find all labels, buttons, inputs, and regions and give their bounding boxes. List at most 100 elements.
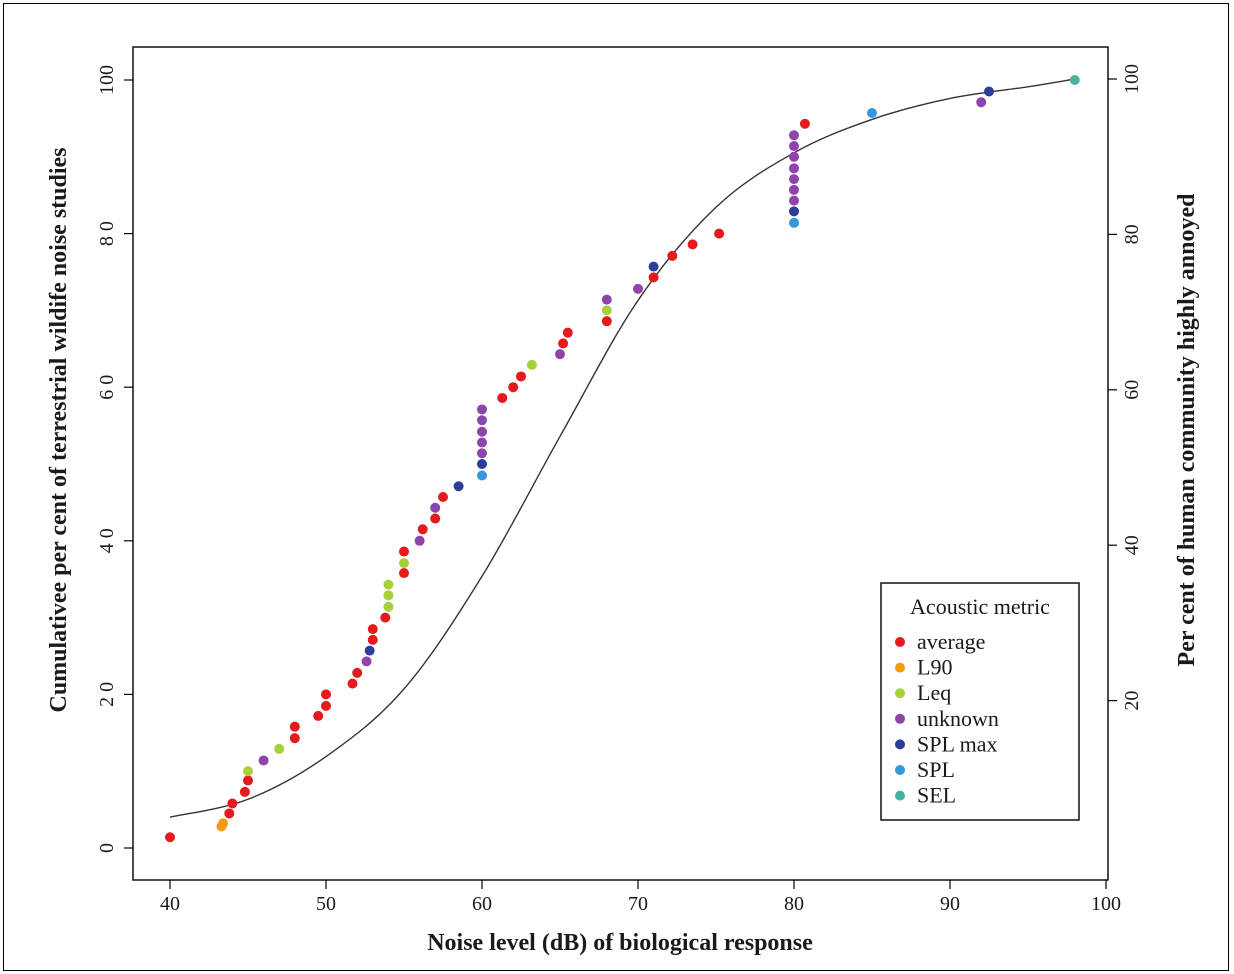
point-average: [399, 546, 409, 557]
point-unknown: [258, 755, 269, 766]
point-spl: [789, 217, 799, 228]
x-axis-title: Noise level (dB) of biological response: [427, 930, 813, 956]
point-unknown: [361, 656, 372, 667]
point-average: [601, 316, 612, 327]
x-tick-label: 80: [784, 893, 804, 915]
legend-box: [880, 582, 1080, 821]
legend-label-spl-max: SPL max: [917, 731, 997, 756]
y-tick-label-right: 20: [1121, 691, 1143, 711]
point-average: [289, 733, 300, 744]
legend: Acoustic metric averageL90LequnknownSPL …: [880, 582, 1080, 821]
point-average: [667, 250, 678, 261]
point-leq: [601, 305, 612, 316]
legend-swatch-average: [895, 637, 905, 647]
point-average: [321, 700, 331, 711]
legend-label-unknown: unknown: [917, 706, 999, 731]
legend-label-l90: L90: [917, 655, 952, 680]
point-unknown: [430, 502, 441, 513]
point-average: [497, 392, 508, 403]
point-average: [399, 568, 409, 579]
point-average: [227, 798, 238, 809]
point-unknown: [789, 163, 799, 174]
point-spl-max: [648, 261, 659, 272]
point-spl-max: [453, 481, 464, 492]
point-average: [165, 832, 175, 843]
point-unknown: [601, 294, 612, 305]
point-leq: [383, 601, 394, 612]
legend-swatch-leq: [895, 688, 905, 699]
point-leq: [243, 766, 253, 777]
point-spl: [867, 108, 877, 119]
point-unknown: [789, 130, 799, 141]
y-tick-label-right: 100: [1121, 64, 1143, 94]
point-leq: [274, 743, 285, 754]
point-unknown: [414, 535, 425, 546]
point-average: [243, 775, 253, 786]
point-average: [224, 808, 235, 819]
point-leq: [526, 359, 537, 370]
human-annoyance-curve: [169, 78, 1075, 818]
y-tick-label-right: 60: [1121, 380, 1143, 400]
y-axis-title-right: Per cent of human community highly annoy…: [1174, 193, 1200, 667]
y-tick-label-right: 40: [1121, 535, 1143, 555]
y-tick-label-left: 8 0: [96, 221, 118, 246]
point-l90: [218, 818, 229, 829]
x-tick-label: 60: [472, 893, 492, 915]
point-unknown: [789, 151, 799, 162]
point-average: [430, 513, 441, 524]
plot-border: [132, 46, 1109, 881]
y-tick-label-left: 4 0: [96, 528, 118, 553]
point-unknown: [477, 415, 487, 426]
point-unknown: [789, 141, 799, 152]
point-average: [367, 624, 378, 635]
legend-label-spl: SPL: [917, 757, 955, 782]
point-average: [321, 689, 331, 700]
point-average: [516, 371, 526, 382]
plot-area: 40 50 60 70 80 90 100 0 2 0 4 0 6 0 8 0 100 20 40 60 80 1…: [96, 46, 1143, 915]
legend-swatch-l90: [895, 662, 905, 673]
y-tick-label-left: 2 0: [96, 682, 118, 707]
point-unknown: [976, 97, 987, 108]
point-average: [714, 228, 725, 239]
point-unknown: [789, 195, 799, 206]
point-average: [562, 327, 573, 338]
point-average: [352, 667, 363, 678]
point-spl-max: [984, 86, 994, 97]
point-average: [417, 524, 428, 535]
point-average: [799, 118, 810, 129]
point-leq: [399, 558, 409, 569]
figure-frame: [3, 3, 1229, 971]
point-average: [239, 786, 250, 797]
point-average: [380, 612, 391, 623]
legend-label-average: average: [917, 629, 985, 654]
point-average: [648, 272, 659, 283]
point-unknown: [477, 448, 487, 459]
point-average: [508, 382, 519, 393]
point-average: [367, 634, 378, 645]
point-unknown: [633, 283, 643, 294]
x-tick-label: 100: [1091, 893, 1121, 915]
point-average: [438, 492, 448, 503]
point-unknown: [477, 404, 487, 415]
point-spl-max: [364, 645, 375, 656]
y-tick-label-left: 100: [96, 65, 118, 95]
point-average: [313, 710, 324, 721]
point-unknown: [789, 184, 799, 195]
x-tick-label: 40: [160, 893, 180, 915]
point-leq: [383, 579, 394, 590]
x-tick-label: 90: [940, 893, 960, 915]
x-tick-label: 70: [628, 893, 648, 915]
point-spl-max: [789, 206, 799, 217]
legend-swatch-unknown: [895, 713, 905, 724]
point-average: [558, 338, 569, 349]
y-axis-title-left: Cumulativee per cent of terrestrial wild…: [46, 147, 72, 712]
point-unknown: [789, 174, 799, 185]
y-tick-label-right: 80: [1121, 224, 1143, 244]
legend-swatch-spl-max: [895, 739, 905, 750]
legend-label-sel: SEL: [917, 783, 956, 808]
legend-swatch-spl: [895, 765, 905, 775]
legend-label-leq: Leq: [917, 680, 951, 705]
y-tick-label-left: 6 0: [96, 375, 118, 400]
point-average: [289, 721, 300, 732]
